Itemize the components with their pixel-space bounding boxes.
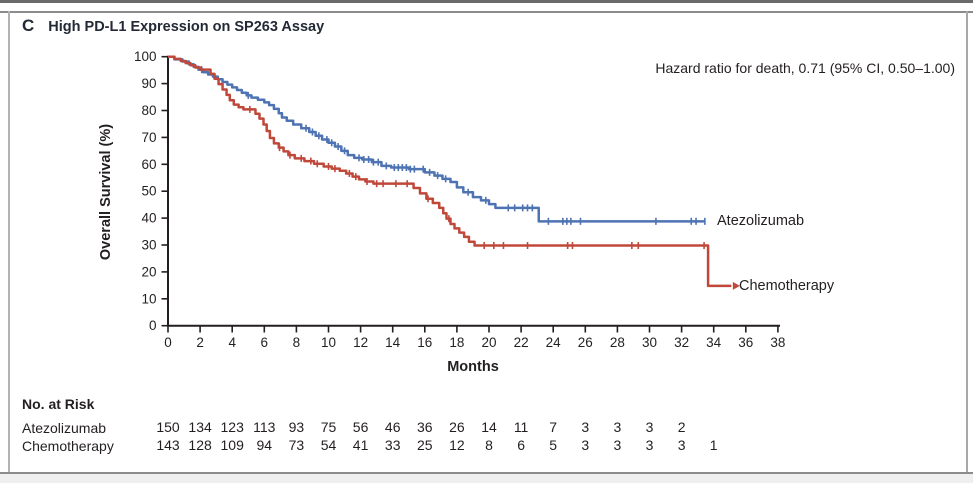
risk-value-atezolizumab: 150 bbox=[156, 419, 180, 435]
risk-value-chemotherapy: 73 bbox=[289, 437, 305, 453]
risk-value-atezolizumab: 134 bbox=[188, 419, 212, 435]
x-tick-label: 32 bbox=[674, 335, 689, 350]
risk-value-chemotherapy: 109 bbox=[221, 437, 245, 453]
x-tick-label: 2 bbox=[196, 335, 204, 350]
panel-letter: C bbox=[22, 16, 35, 35]
risk-value-chemotherapy: 3 bbox=[646, 437, 654, 453]
risk-value-atezolizumab: 46 bbox=[385, 419, 401, 435]
y-tick-label: 30 bbox=[141, 238, 156, 253]
risk-value-chemotherapy: 94 bbox=[257, 437, 273, 453]
x-tick-label: 10 bbox=[321, 335, 336, 350]
x-tick-label: 34 bbox=[706, 335, 722, 350]
y-tick-label: 10 bbox=[141, 291, 156, 306]
risk-value-chemotherapy: 3 bbox=[581, 437, 589, 453]
x-tick-label: 16 bbox=[417, 335, 432, 350]
risk-value-atezolizumab: 56 bbox=[353, 419, 369, 435]
y-tick-label: 40 bbox=[141, 211, 156, 226]
risk-value-chemotherapy: 12 bbox=[449, 437, 465, 453]
y-tick-label: 20 bbox=[141, 264, 156, 279]
risk-value-chemotherapy: 33 bbox=[385, 437, 401, 453]
panel-title: C High PD-L1 Expression on SP263 Assay bbox=[22, 16, 324, 36]
risk-value-atezolizumab: 2 bbox=[678, 419, 686, 435]
x-tick-label: 26 bbox=[578, 335, 593, 350]
curve-label-atezolizumab: Atezolizumab bbox=[717, 213, 805, 229]
y-tick-label: 60 bbox=[141, 157, 156, 172]
km-curve-atezolizumab bbox=[168, 55, 705, 223]
x-tick-label: 36 bbox=[738, 335, 753, 350]
y-tick-label: 70 bbox=[141, 130, 156, 145]
x-tick-label: 8 bbox=[293, 335, 301, 350]
right-panel-border bbox=[966, 11, 968, 474]
x-tick-label: 6 bbox=[261, 335, 269, 350]
risk-value-chemotherapy: 3 bbox=[678, 437, 686, 453]
x-tick-label: 18 bbox=[449, 335, 464, 350]
risk-value-atezolizumab: 11 bbox=[514, 419, 529, 435]
risk-row-label-chemotherapy: Chemotherapy bbox=[22, 438, 114, 454]
panel-heading: High PD-L1 Expression on SP263 Assay bbox=[48, 19, 325, 35]
risk-value-atezolizumab: 75 bbox=[321, 419, 337, 435]
x-axis-label: Months bbox=[447, 359, 499, 375]
risk-value-chemotherapy: 1 bbox=[710, 437, 718, 453]
x-tick-label: 30 bbox=[642, 335, 657, 350]
y-tick-label: 100 bbox=[134, 49, 157, 64]
risk-value-atezolizumab: 123 bbox=[221, 419, 245, 435]
risk-value-atezolizumab: 14 bbox=[481, 419, 497, 435]
risk-value-chemotherapy: 8 bbox=[485, 437, 493, 453]
bottom-panel-rule bbox=[0, 472, 973, 474]
hazard-ratio-annotation: Hazard ratio for death, 0.71 (95% CI, 0.… bbox=[655, 60, 955, 76]
risk-value-atezolizumab: 26 bbox=[449, 419, 465, 435]
x-tick-label: 24 bbox=[546, 335, 562, 350]
risk-value-atezolizumab: 3 bbox=[646, 419, 654, 435]
bottom-strip bbox=[0, 474, 973, 483]
end-arrow-chemotherapy bbox=[732, 281, 740, 290]
x-tick-label: 14 bbox=[385, 335, 401, 350]
risk-value-atezolizumab: 36 bbox=[417, 419, 433, 435]
risk-value-chemotherapy: 128 bbox=[188, 437, 212, 453]
risk-value-chemotherapy: 6 bbox=[517, 437, 525, 453]
x-tick-label: 38 bbox=[770, 335, 785, 350]
y-tick-label: 50 bbox=[141, 184, 156, 199]
risk-value-chemotherapy: 41 bbox=[353, 437, 369, 453]
y-tick-label: 0 bbox=[149, 318, 157, 333]
risk-value-atezolizumab: 3 bbox=[614, 419, 622, 435]
left-panel-border bbox=[8, 11, 10, 474]
risk-value-atezolizumab: 7 bbox=[549, 419, 557, 435]
x-tick-label: 4 bbox=[228, 335, 236, 350]
x-tick-label: 12 bbox=[353, 335, 368, 350]
risk-row-label-atezolizumab: Atezolizumab bbox=[22, 420, 107, 436]
curve-label-chemotherapy: Chemotherapy bbox=[739, 278, 835, 294]
x-tick-label: 28 bbox=[610, 335, 625, 350]
risk-value-chemotherapy: 54 bbox=[321, 437, 337, 453]
risk-value-atezolizumab: 93 bbox=[289, 419, 305, 435]
risk-value-atezolizumab: 113 bbox=[253, 419, 276, 435]
risk-value-chemotherapy: 143 bbox=[156, 437, 180, 453]
risk-table-header: No. at Risk bbox=[22, 396, 95, 412]
x-tick-label: 22 bbox=[514, 335, 529, 350]
top-panel-rule bbox=[0, 11, 973, 13]
risk-value-chemotherapy: 25 bbox=[417, 437, 433, 453]
y-tick-label: 90 bbox=[141, 76, 156, 91]
y-tick-label: 80 bbox=[141, 103, 156, 118]
x-tick-label: 20 bbox=[481, 335, 496, 350]
risk-value-chemotherapy: 3 bbox=[614, 437, 622, 453]
x-tick-label: 0 bbox=[164, 335, 172, 350]
top-outer-rule bbox=[0, 0, 973, 3]
km-curve-chemotherapy bbox=[168, 55, 732, 288]
risk-value-chemotherapy: 5 bbox=[549, 437, 557, 453]
risk-value-atezolizumab: 3 bbox=[581, 419, 589, 435]
